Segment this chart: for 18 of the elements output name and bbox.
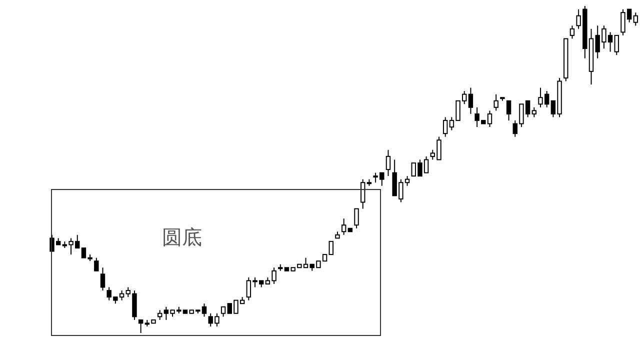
candlestick — [506, 100, 512, 121]
candlestick — [328, 240, 334, 256]
annotation: 圆底 — [162, 224, 202, 251]
candlestick — [360, 178, 366, 210]
candlestick — [532, 106, 537, 118]
candlestick — [442, 116, 448, 138]
candlestick — [138, 319, 144, 333]
candlestick — [220, 306, 226, 318]
candlestick — [570, 25, 575, 40]
candlestick — [614, 34, 619, 56]
candlestick — [386, 149, 391, 177]
candlestick — [494, 94, 498, 112]
candlestick — [354, 208, 359, 229]
candlestick — [94, 257, 99, 272]
candlestick — [157, 310, 162, 320]
candlestick — [468, 87, 474, 114]
candlestick — [100, 267, 106, 291]
candlestick — [341, 218, 346, 236]
